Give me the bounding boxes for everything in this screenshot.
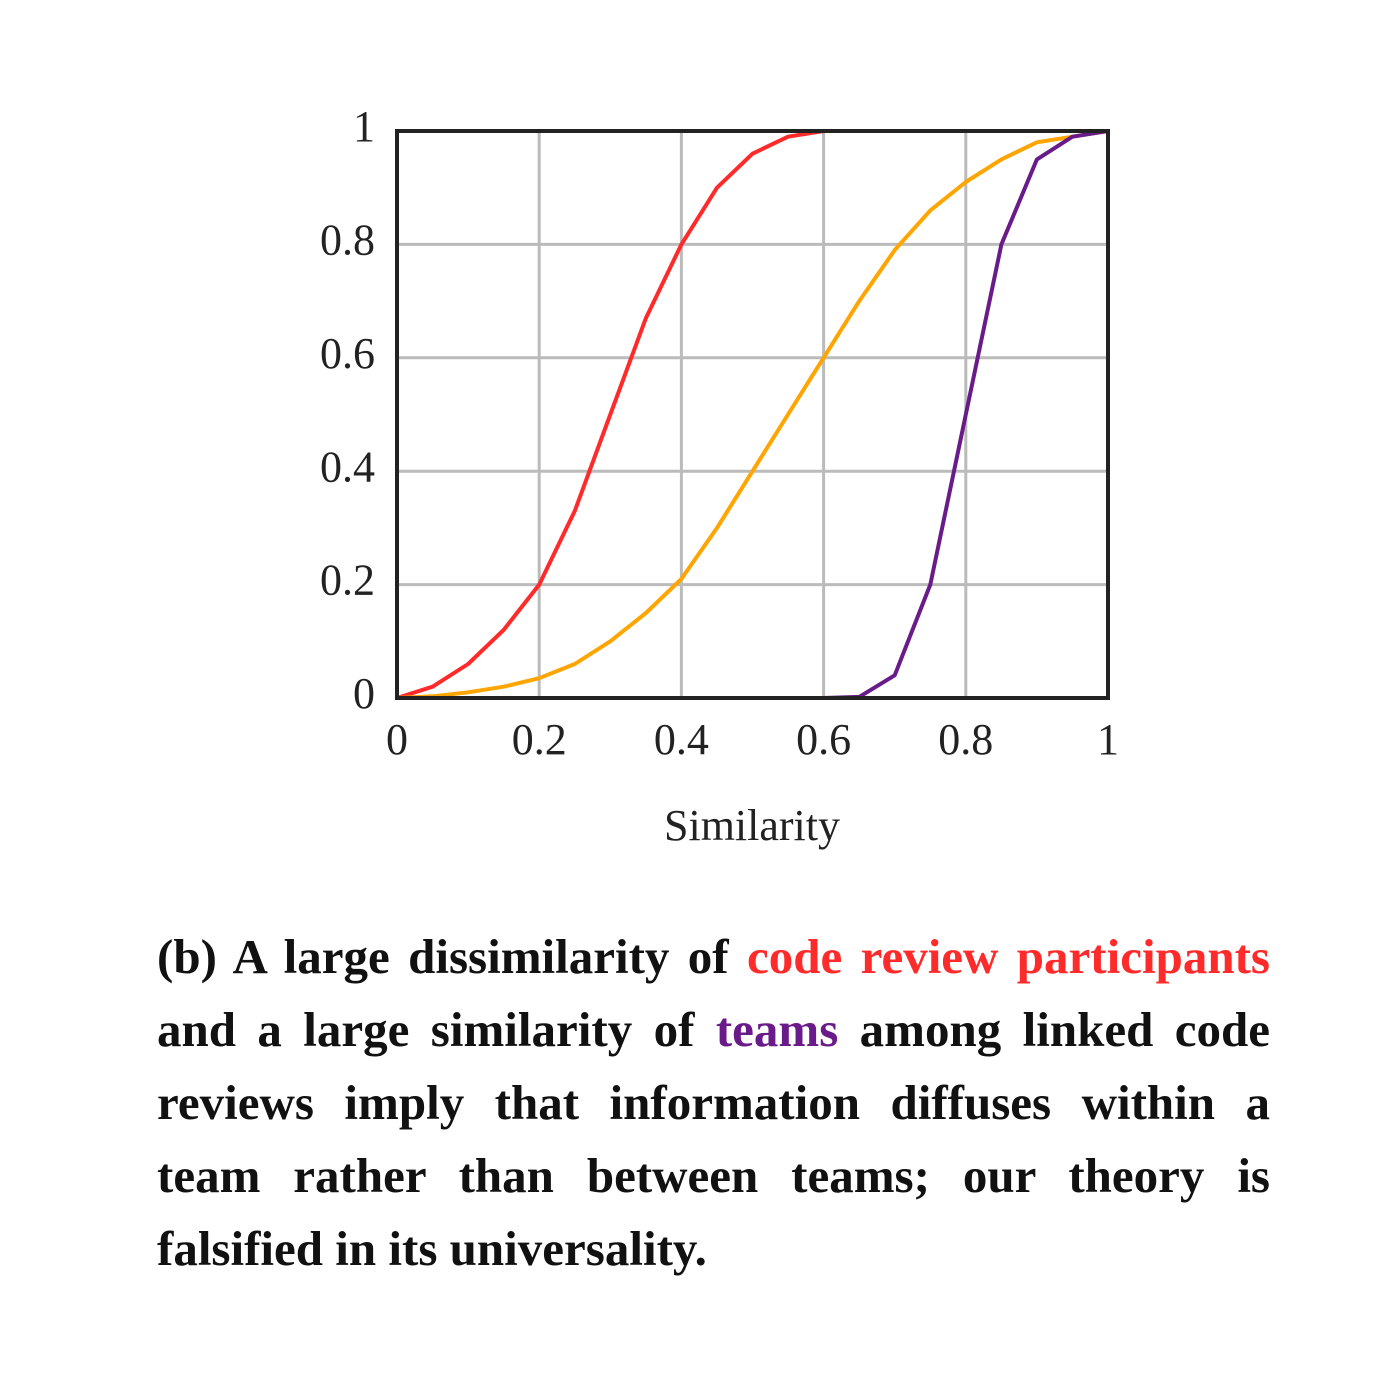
caption-text: and a large similarity of bbox=[157, 1002, 716, 1057]
y-tick-label: 0 bbox=[353, 669, 375, 718]
caption-text: among linked code reviews imply that inf… bbox=[157, 1002, 1270, 1276]
line-series bbox=[396, 129, 1109, 700]
x-tick-label: 0 bbox=[386, 715, 408, 764]
line-series bbox=[396, 129, 1108, 700]
caption-text: teams bbox=[715, 1002, 839, 1057]
x-tick-label: 0.6 bbox=[796, 715, 851, 764]
y-tick-label: 0.8 bbox=[320, 215, 375, 264]
x-tick-label: 1 bbox=[1097, 715, 1119, 764]
chart: Similarity 0 0.2 0.4 0.6 0.8 1 0 0.2 0.4 0.6 0.8 1 bbox=[320, 102, 1119, 850]
x-tick-label: 0.2 bbox=[512, 715, 567, 764]
caption: (b) A large dissimilarity of code review… bbox=[157, 920, 1270, 1285]
y-tick-label: 1 bbox=[353, 102, 375, 151]
y-tick-label: 0.6 bbox=[320, 329, 375, 378]
x-tick-label: 0.4 bbox=[654, 715, 709, 764]
y-tick-label: 0.4 bbox=[320, 442, 375, 491]
caption-text: code review participants bbox=[746, 929, 1270, 984]
line-series bbox=[397, 129, 1109, 700]
plot-frame bbox=[395, 129, 1110, 700]
x-axis-label: Similarity bbox=[664, 801, 840, 850]
caption-text: (b) A large dissimilarity of bbox=[157, 929, 747, 984]
y-tick-label: 0.2 bbox=[320, 556, 375, 605]
x-tick-label: 0.8 bbox=[938, 715, 993, 764]
